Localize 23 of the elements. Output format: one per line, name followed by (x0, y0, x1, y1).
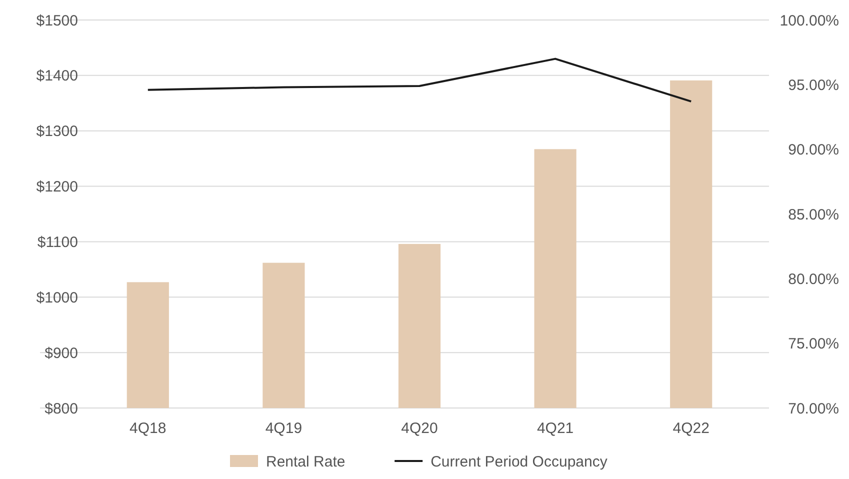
y-tick-label: $1500 (36, 12, 78, 30)
y-tick-label: $1300 (36, 123, 78, 140)
x-tick-label: 4Q20 (401, 420, 438, 437)
y-tick-label: $1200 (36, 178, 78, 196)
y2-tick-label: 75.00% (788, 336, 839, 353)
x-tick-label: 4Q21 (536, 420, 574, 437)
y2-tick-label: 90.00% (788, 142, 839, 159)
y-tick-label: $1000 (36, 289, 78, 306)
y-tick-label: $800 (44, 400, 78, 418)
y2-tick-label: 100.00% (780, 12, 839, 30)
legend-label: Current Period Occupancy (430, 453, 608, 470)
line-series (146, 58, 692, 102)
y-tick-label: $900 (44, 344, 78, 362)
legend-label: Rental Rate (266, 453, 346, 470)
y2-tick-label: 80.00% (788, 270, 839, 288)
y-tick-label: $1100 (37, 234, 78, 251)
y-tick-label: $1400 (36, 68, 78, 85)
y2-tick-label: 95.00% (788, 76, 839, 94)
y2-tick-label: 85.00% (788, 206, 839, 224)
x-tick-label: 4Q18 (130, 420, 166, 437)
y2-tick-label: 70.00% (788, 400, 839, 418)
x-tick-label: 4Q22 (672, 420, 710, 437)
x-tick-label: 4Q19 (265, 420, 302, 437)
